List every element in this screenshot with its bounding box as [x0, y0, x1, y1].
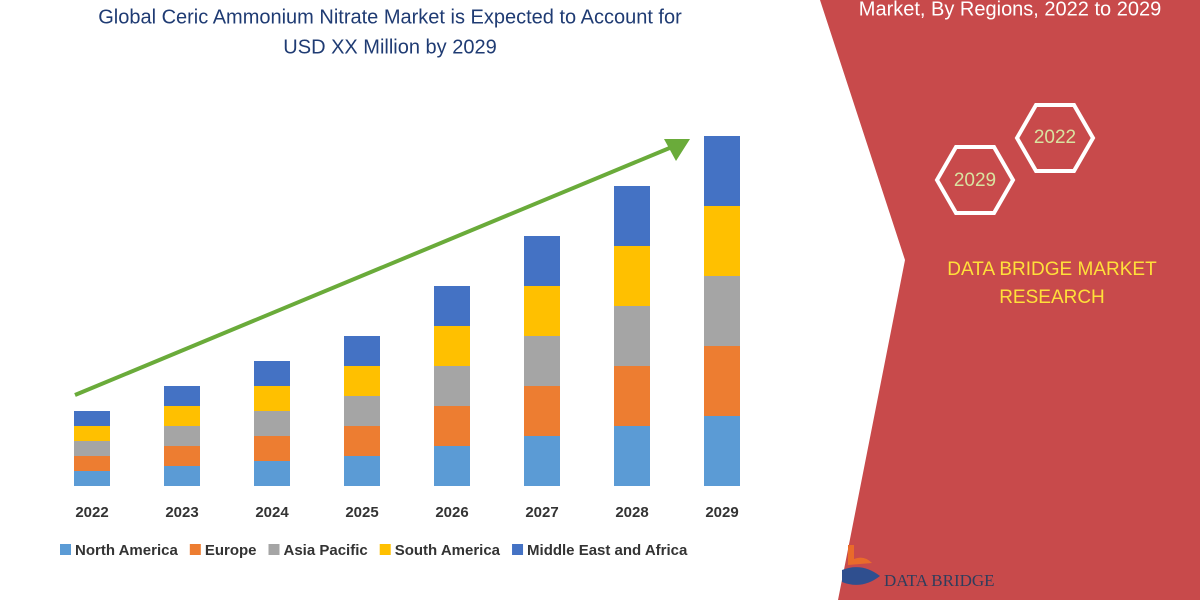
x-tick-label: 2024 [255, 504, 289, 521]
bar-segment [164, 426, 200, 446]
bar-segment [524, 336, 560, 386]
x-tick-label: 2023 [165, 504, 198, 521]
legend-swatch [268, 544, 280, 555]
bar-segment [344, 336, 380, 366]
hexagon [1014, 103, 1096, 173]
bar-segment [164, 446, 200, 466]
bar-segment [344, 456, 380, 486]
arrow-head [664, 139, 690, 161]
bar-segment [254, 361, 290, 386]
red-panel [820, 0, 1200, 600]
bar-segment [524, 436, 560, 486]
bar-segment [614, 186, 650, 246]
bar-segment [614, 366, 650, 426]
x-tick-label: 2027 [525, 504, 558, 521]
bar-segment [434, 286, 470, 326]
bar-segment [344, 366, 380, 396]
bar-segment [704, 346, 740, 416]
chart-title: Global Ceric Ammonium Nitrate Market is … [98, 6, 682, 28]
bar-segment [164, 386, 200, 406]
bar-segment [74, 426, 110, 441]
x-tick-label: 2025 [345, 504, 378, 521]
legend-label: North America [75, 542, 178, 559]
legend-swatch [189, 544, 201, 555]
bar-segment [524, 236, 560, 286]
bar-segment [704, 416, 740, 486]
bar-segment [74, 456, 110, 471]
bar-segment [164, 406, 200, 426]
bar-segment [164, 466, 200, 486]
chart-title: USD XX Million by 2029 [283, 36, 496, 58]
logo-mark [848, 545, 872, 565]
bar-segment [254, 386, 290, 411]
bar-segment [344, 426, 380, 456]
hex-label: 2029 [954, 170, 996, 191]
x-tick-label: 2029 [705, 504, 738, 521]
legend-label: Europe [205, 542, 257, 559]
bar-segment [434, 326, 470, 366]
bar-segment [74, 471, 110, 486]
bar-segment [524, 386, 560, 436]
x-tick-label: 2022 [75, 504, 108, 521]
x-tick-label: 2026 [435, 504, 468, 521]
bar-segment [704, 136, 740, 206]
brand-text: DATA BRIDGE MARKET [947, 259, 1157, 280]
hex-label: 2022 [1034, 127, 1076, 148]
bar-segment [74, 441, 110, 456]
hexagon [934, 145, 1016, 215]
x-tick-label: 2028 [615, 504, 648, 521]
brand-text: RESEARCH [999, 287, 1105, 308]
bar-segment [614, 306, 650, 366]
legend-swatch [60, 544, 71, 555]
panel-heading: Market, By Regions, 2022 to 2029 [859, 0, 1161, 20]
legend-label: South America [395, 542, 501, 559]
legend-label: Middle East and Africa [527, 542, 688, 559]
bar-segment [524, 286, 560, 336]
bar-segment [434, 406, 470, 446]
bar-segment [254, 461, 290, 486]
bar-segment [614, 426, 650, 486]
bar-segment [434, 446, 470, 486]
bar-segment [344, 396, 380, 426]
legend-swatch [379, 544, 391, 555]
bar-segment [614, 246, 650, 306]
bar-segment [74, 411, 110, 426]
legend-label: Asia Pacific [284, 542, 368, 559]
bar-segment [704, 206, 740, 276]
logo-text: DATA BRIDGE [884, 571, 995, 590]
bar-segment [254, 411, 290, 436]
trend-arrow [74, 145, 673, 397]
logo-mark [842, 567, 880, 585]
bar-segment [254, 436, 290, 461]
legend-swatch [512, 544, 524, 555]
bar-segment [704, 276, 740, 346]
bar-segment [434, 366, 470, 406]
